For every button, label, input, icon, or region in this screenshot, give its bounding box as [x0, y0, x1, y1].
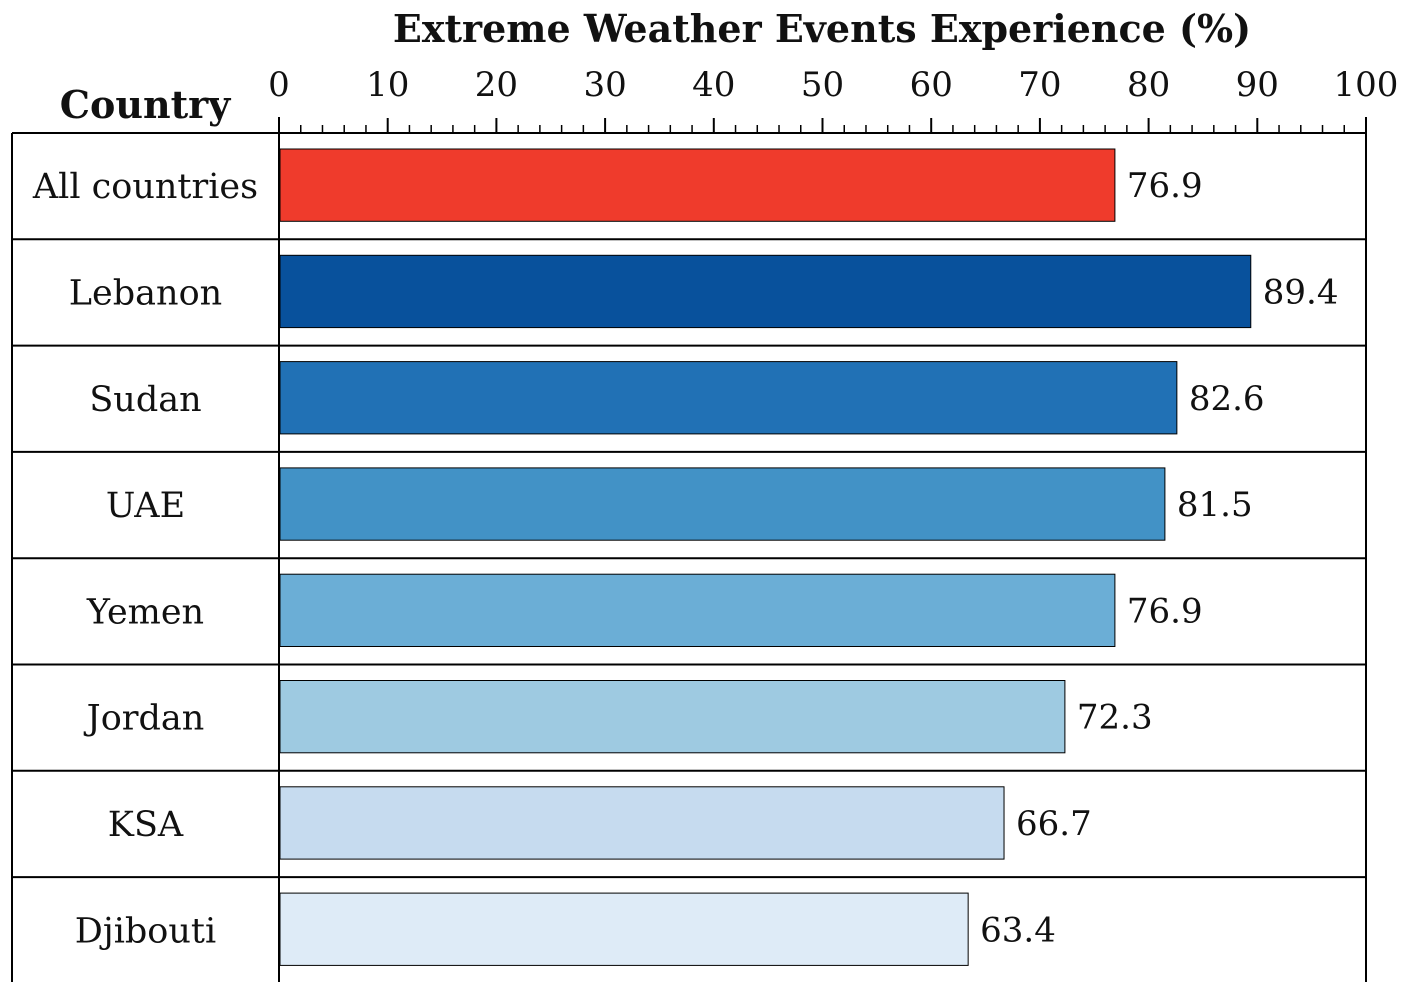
category-label: Yemen	[86, 592, 204, 632]
bar-ksa	[280, 787, 1004, 859]
bar-value-label: 76.9	[1127, 591, 1203, 631]
bar-value-label: 89.4	[1263, 272, 1339, 312]
category-column-header: Country	[60, 82, 231, 127]
x-tick-label: 80	[1127, 65, 1170, 105]
x-axis: 0 10 20 30 40 50 60 70 80 90 100	[268, 65, 1398, 133]
bar-value-label: 63.4	[980, 910, 1056, 950]
bar-sudan	[280, 362, 1177, 434]
bar-jordan	[280, 681, 1065, 753]
category-label: Lebanon	[69, 273, 222, 313]
bars-group	[280, 149, 1251, 965]
x-tick-label: 30	[583, 65, 626, 105]
bar-value-label: 81.5	[1177, 485, 1253, 525]
x-tick-label: 50	[801, 65, 844, 105]
bar-all-countries	[280, 149, 1115, 221]
category-label: UAE	[106, 486, 185, 526]
category-label: Jordan	[84, 699, 205, 739]
x-tick-label: 20	[475, 65, 518, 105]
x-tick-label: 60	[910, 65, 953, 105]
category-label: Sudan	[89, 380, 201, 420]
bar-value-label: 66.7	[1016, 804, 1092, 844]
bar-value-label: 82.6	[1189, 379, 1265, 419]
bar-yemen	[280, 574, 1115, 646]
x-tick-label: 90	[1236, 65, 1279, 105]
x-tick-label: 100	[1334, 65, 1399, 105]
category-label: KSA	[108, 805, 184, 845]
bar-value-label: 72.3	[1077, 698, 1153, 738]
bar-value-label: 76.9	[1127, 166, 1203, 206]
bar-djibouti	[280, 893, 968, 965]
category-label: All countries	[32, 167, 258, 207]
category-label: Djibouti	[75, 911, 216, 951]
x-tick-label: 10	[366, 65, 409, 105]
chart-title: Extreme Weather Events Experience (%)	[393, 6, 1251, 51]
bar-lebanon	[280, 255, 1251, 327]
x-tick-label: 70	[1018, 65, 1061, 105]
x-tick-label: 40	[692, 65, 735, 105]
bar-uae	[280, 468, 1165, 540]
x-tick-label: 0	[268, 65, 290, 105]
